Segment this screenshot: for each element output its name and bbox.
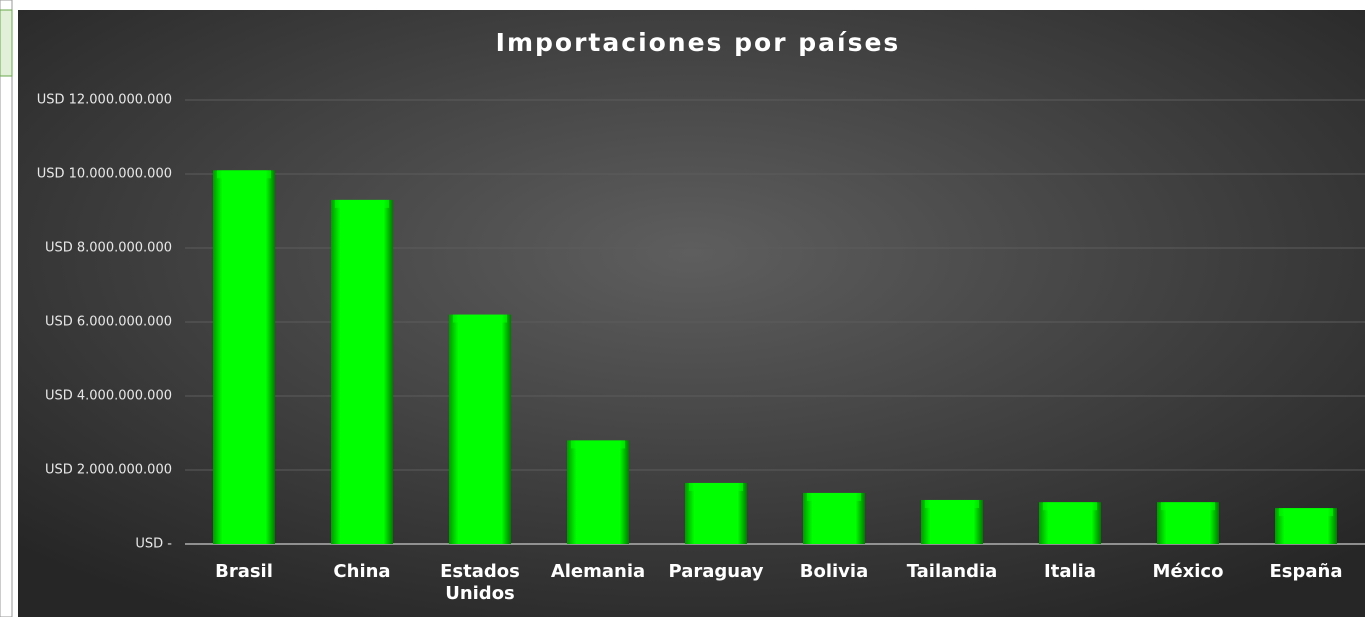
y-tick-label: USD 8.000.000.000 (45, 241, 172, 256)
y-tick-label: USD 4.000.000.000 (45, 389, 172, 404)
sheet-strip (0, 0, 13, 617)
x-tick-label: Bolivia (799, 561, 869, 582)
bar (685, 482, 747, 544)
x-tick-label: China (333, 561, 391, 582)
y-tick-label: USD 2.000.000.000 (45, 463, 172, 478)
x-tick-label: México (1152, 561, 1224, 582)
x-tick-label: Italia (1044, 561, 1096, 582)
bar-bevel (807, 492, 861, 501)
bar-bevel (1043, 502, 1097, 511)
x-tick-label: España (1269, 561, 1343, 582)
y-tick-label: USD 12.000.000.000 (37, 93, 172, 108)
bar (567, 440, 629, 544)
x-tick-label: Alemania (550, 561, 646, 582)
bar-bevel (689, 482, 743, 491)
y-tick-label: USD 6.000.000.000 (45, 315, 172, 330)
y-tick-label: USD - (135, 537, 172, 552)
bar-bevel (453, 314, 507, 323)
bar (213, 170, 275, 545)
x-tick-label: Tailandia (906, 561, 998, 582)
x-tick-label: Estados Unidos (440, 561, 520, 604)
bar-bevel (217, 170, 271, 179)
chart-title: Importaciones por países (496, 28, 901, 57)
bar (449, 314, 511, 544)
bar-bevel (571, 440, 625, 449)
bar-bevel (1161, 502, 1215, 511)
bar-bevel (925, 499, 979, 508)
sheet-cell (0, 9, 13, 77)
y-tick-label: USD 10.000.000.000 (37, 167, 172, 182)
bar-bevel (335, 199, 389, 208)
bar (803, 492, 865, 544)
bar-bevel (1279, 508, 1333, 517)
x-tick-label: Brasil (215, 561, 273, 582)
x-tick-label: Paraguay (668, 561, 764, 582)
bar (331, 199, 393, 544)
